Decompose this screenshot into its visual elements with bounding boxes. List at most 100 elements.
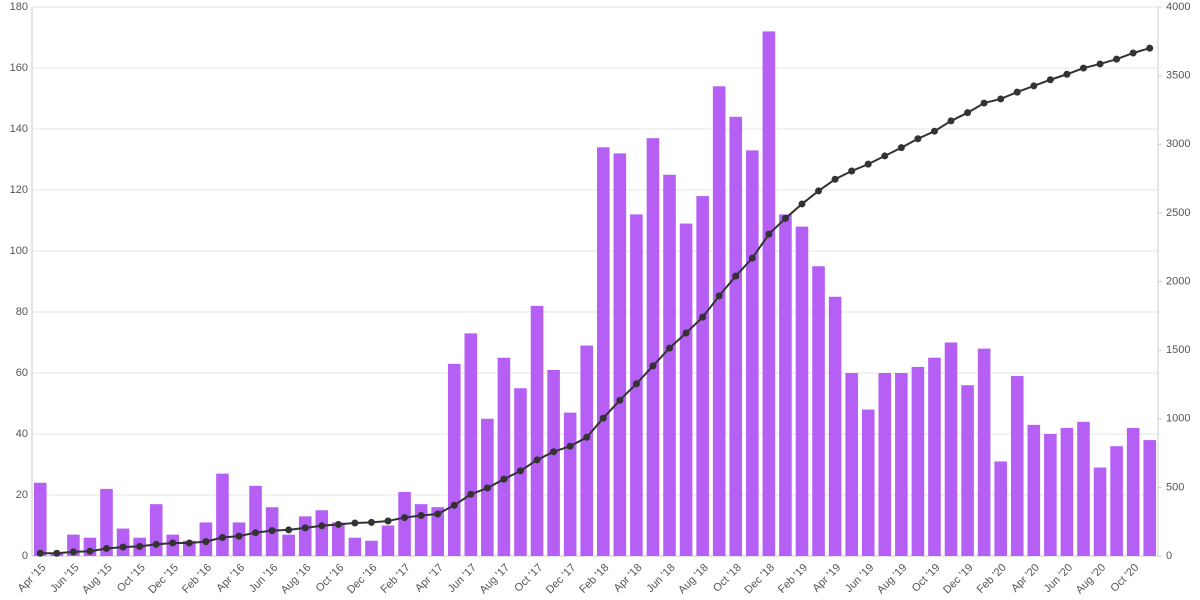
line-point xyxy=(351,519,359,527)
line-point xyxy=(467,490,475,498)
bar xyxy=(365,540,378,556)
x-tick-label: Feb '16 xyxy=(180,562,214,596)
bar xyxy=(100,488,113,556)
y2-tick-label: 2500 xyxy=(1166,207,1190,219)
line-point xyxy=(1079,64,1087,72)
bar xyxy=(381,525,395,556)
line-point xyxy=(649,362,657,370)
line-point xyxy=(450,501,458,509)
x-tick-label: Apr '17 xyxy=(413,562,446,595)
line-point xyxy=(765,230,773,238)
line-point xyxy=(483,484,491,492)
y-tick-label: 160 xyxy=(10,62,28,74)
y-tick-label: 60 xyxy=(16,367,28,379)
line-point xyxy=(881,152,889,160)
x-tick-label: Jun '20 xyxy=(1042,562,1075,595)
x-tick-label: Dec '19 xyxy=(941,562,976,597)
line-point xyxy=(434,510,442,518)
x-tick-label: Dec '16 xyxy=(345,562,380,597)
x-tick-label: Apr '15 xyxy=(16,562,49,595)
bar xyxy=(431,507,444,556)
bar xyxy=(447,363,461,556)
y-tick-label: 0 xyxy=(22,550,28,562)
y-tick-label: 20 xyxy=(16,489,28,501)
bar xyxy=(679,223,693,557)
line-point xyxy=(682,329,690,337)
line-point xyxy=(732,272,740,280)
line-point xyxy=(897,144,905,152)
bar xyxy=(183,540,196,556)
x-tick-label: Oct '17 xyxy=(512,562,545,595)
y-tick-label: 100 xyxy=(10,245,28,257)
line-point xyxy=(301,524,309,532)
line-point xyxy=(599,414,607,422)
x-tick-label: Apr '19 xyxy=(810,562,843,595)
bar xyxy=(464,333,478,556)
bar xyxy=(1093,467,1107,556)
y-tick-label: 80 xyxy=(16,306,28,318)
line-point xyxy=(930,127,938,135)
x-tick-label: Feb '17 xyxy=(379,562,413,596)
line-point xyxy=(268,527,276,535)
line-point xyxy=(417,512,425,520)
line-point xyxy=(136,542,144,550)
line-point xyxy=(69,548,77,556)
bar xyxy=(994,461,1007,556)
bar xyxy=(779,214,792,556)
bar xyxy=(216,473,229,556)
line-point xyxy=(285,526,293,534)
line-point xyxy=(235,532,243,540)
bar xyxy=(1110,446,1123,556)
line-point xyxy=(864,160,872,168)
x-tick-label: Dec '18 xyxy=(742,562,777,597)
line-point xyxy=(947,117,955,125)
bar xyxy=(580,345,594,556)
line-point xyxy=(1013,88,1021,96)
bar xyxy=(663,174,676,556)
line-point xyxy=(583,433,591,441)
line-point xyxy=(980,99,988,107)
line-point xyxy=(1046,76,1054,84)
bar xyxy=(497,357,511,556)
bar xyxy=(249,485,262,556)
x-tick-label: Feb '18 xyxy=(577,562,611,596)
bar xyxy=(149,504,163,556)
line-point xyxy=(533,456,541,464)
y2-tick-label: 1500 xyxy=(1166,344,1190,356)
line-point xyxy=(500,475,508,483)
line-point xyxy=(119,543,127,551)
x-tick-label: Oct '19 xyxy=(910,562,943,595)
y2-tick-label: 1000 xyxy=(1166,413,1190,425)
line-point xyxy=(384,517,392,525)
line-point xyxy=(550,448,558,456)
line-point xyxy=(367,518,375,526)
x-tick-label: Jun '18 xyxy=(644,562,677,595)
y-tick-label: 140 xyxy=(10,123,28,135)
line-point xyxy=(1030,82,1038,90)
x-tick-label: Aug '20 xyxy=(1074,562,1109,597)
x-tick-label: Dec '15 xyxy=(146,562,181,597)
bar xyxy=(315,510,329,556)
x-tick-label: Aug '19 xyxy=(875,562,910,597)
y-tick-label: 180 xyxy=(10,1,28,13)
x-tick-label: Jun '17 xyxy=(446,562,479,595)
bar xyxy=(1077,421,1090,556)
bar xyxy=(596,147,610,557)
bar xyxy=(1060,427,1074,556)
line-point xyxy=(169,539,177,547)
y2-tick-label: 0 xyxy=(1166,550,1172,562)
bar xyxy=(878,373,892,556)
x-tick-label: Jun '15 xyxy=(48,562,81,595)
bar xyxy=(712,86,726,557)
bar xyxy=(414,504,428,556)
line-point xyxy=(781,214,789,222)
line-point xyxy=(1096,60,1104,68)
y2-tick-label: 3500 xyxy=(1166,70,1190,82)
line-point xyxy=(748,254,756,262)
bar xyxy=(812,266,825,556)
bar xyxy=(547,369,560,556)
bar xyxy=(696,196,709,556)
y-tick-label: 40 xyxy=(16,428,28,440)
bar xyxy=(845,373,858,556)
